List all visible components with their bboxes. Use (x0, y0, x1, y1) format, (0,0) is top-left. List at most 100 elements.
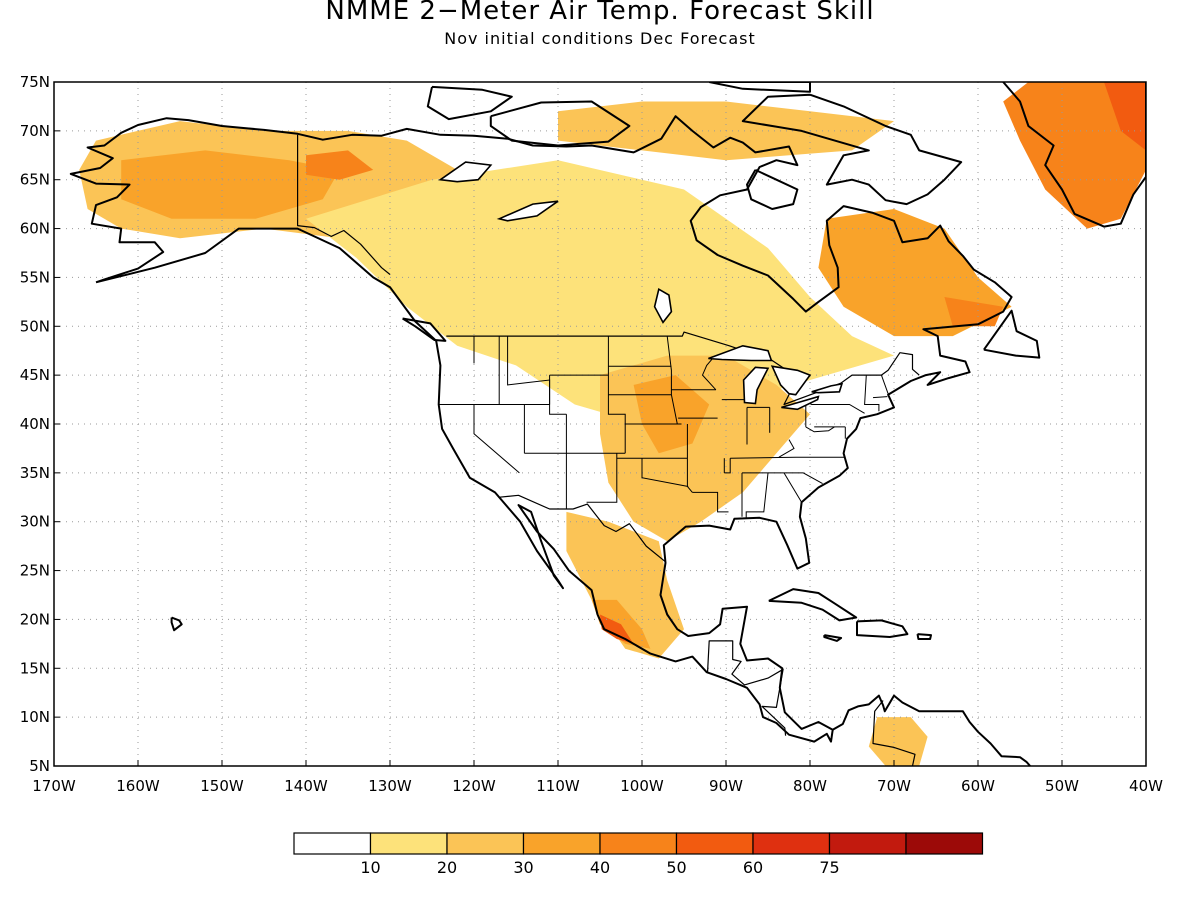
colorbar-label: 60 (743, 858, 763, 877)
lat-label: 45N (20, 366, 50, 384)
state-border (586, 453, 618, 503)
lake-michigan (742, 366, 770, 405)
lake-superior (708, 344, 773, 362)
lat-label: 35N (20, 464, 50, 482)
skill-region-greenland-max (1104, 82, 1146, 151)
cuba-coast (768, 588, 858, 622)
southampton-island-coast (746, 168, 799, 210)
lake-ontario (811, 382, 844, 394)
skill-region-venezuela (868, 717, 928, 766)
colorbar-label: 40 (590, 858, 610, 877)
vancouver-island-coast (402, 317, 447, 342)
skill-region-alaska-core (121, 150, 340, 219)
greenland-coast (1002, 82, 1146, 228)
colorbar-swatch (522, 832, 601, 855)
lon-label: 70W (877, 777, 911, 795)
state-border (641, 458, 689, 487)
lat-label: 55N (20, 268, 50, 286)
lat-label: 50N (20, 317, 50, 335)
lon-label: 50W (1045, 777, 1079, 795)
state-border (692, 491, 729, 513)
longitude-labels: 170W 160W 150W 140W 130W 120W 110W 100W 90W 80W 70… (32, 760, 1163, 795)
colorbar-swatch (446, 832, 525, 855)
lat-label: 15N (20, 659, 50, 677)
state-border (730, 456, 845, 459)
colorbar-swatch (599, 832, 678, 855)
lon-label: 60W (961, 777, 995, 795)
coastlines-and-borders (69, 82, 1146, 766)
colorbar-label: 50 (666, 858, 686, 877)
lat-label: 10N (20, 708, 50, 726)
state-border (872, 396, 888, 399)
newfoundland-coast (983, 309, 1041, 359)
baffin-coast (741, 93, 963, 206)
lat-label: 60N (20, 220, 50, 238)
lat-label: 40N (20, 415, 50, 433)
us-mexico-border (498, 494, 666, 563)
victoria-island-coast (489, 100, 631, 147)
colorbar-label: 10 (360, 858, 380, 877)
hispaniola-coast (856, 619, 909, 638)
skill-region-greenland (1003, 82, 1146, 229)
lake-huron (770, 365, 812, 396)
lake-winnipeg (653, 287, 673, 324)
jamaica-coast (823, 634, 843, 642)
colorbar-swatch (369, 832, 448, 855)
lat-label: 70N (20, 122, 50, 140)
state-border (666, 336, 678, 425)
state-border (745, 472, 769, 518)
state-border (724, 458, 731, 474)
lon-label: 40W (1129, 777, 1163, 795)
state-border (701, 357, 717, 391)
lat-label: 25N (20, 562, 50, 580)
colorbar-legend: 10 20 30 40 50 60 75 (293, 832, 984, 877)
lon-label: 130W (368, 777, 412, 795)
colombia-venezuela-border (872, 700, 916, 766)
lon-label: 110W (536, 777, 580, 795)
skill-region-yukon-max (306, 150, 374, 180)
south-america-coast (832, 694, 1031, 766)
lat-label: 20N (20, 610, 50, 628)
colorbar-label: 30 (513, 858, 533, 877)
great-bear-lake (438, 161, 493, 183)
map-subtitle: Nov initial conditions Dec Forecast (444, 29, 756, 48)
lon-label: 160W (116, 777, 160, 795)
central-america-borders (706, 640, 787, 736)
north-america-coast (69, 115, 1013, 743)
colorbar-swatch (752, 832, 831, 855)
hawaii-coast (170, 616, 183, 632)
lat-label: 65N (20, 171, 50, 189)
lon-label: 100W (620, 777, 664, 795)
state-border (864, 375, 880, 412)
lat-label: 30N (20, 513, 50, 531)
state-border (880, 374, 889, 394)
lon-label: 80W (793, 777, 827, 795)
devon-island-coast (709, 82, 811, 93)
state-border (686, 424, 693, 493)
colorbar-swatch (675, 832, 754, 855)
skill-region-mexico (566, 511, 684, 659)
colorbar-swatch (293, 832, 372, 855)
great-slave-lake (496, 200, 559, 222)
lon-label: 170W (32, 777, 76, 795)
lon-label: 90W (709, 777, 743, 795)
lon-label: 150W (200, 777, 244, 795)
state-border (805, 401, 865, 414)
lat-label: 75N (20, 73, 50, 91)
colorbar-swatch (905, 832, 984, 855)
lake-erie (781, 395, 820, 411)
skill-region-mexico-max (600, 614, 634, 644)
colorbar-label: 75 (819, 858, 839, 877)
map-title: NMME 2−Meter Air Temp. Forecast Skill (325, 0, 875, 26)
alaska-canada-border (297, 134, 391, 275)
state-border (783, 472, 803, 503)
banks-island-coast (426, 85, 513, 121)
lon-label: 140W (284, 777, 328, 795)
state-border (805, 426, 835, 433)
colorbar-label: 20 (437, 858, 457, 877)
latitude-labels: 5N 10N 15N 20N 25N 30N 35N 40N 45N 50N 55N 60N 65N 70… (20, 73, 60, 775)
state-border (778, 439, 795, 458)
puerto-rico-coast (916, 633, 932, 640)
state-border (549, 375, 567, 415)
state-border (473, 404, 520, 474)
